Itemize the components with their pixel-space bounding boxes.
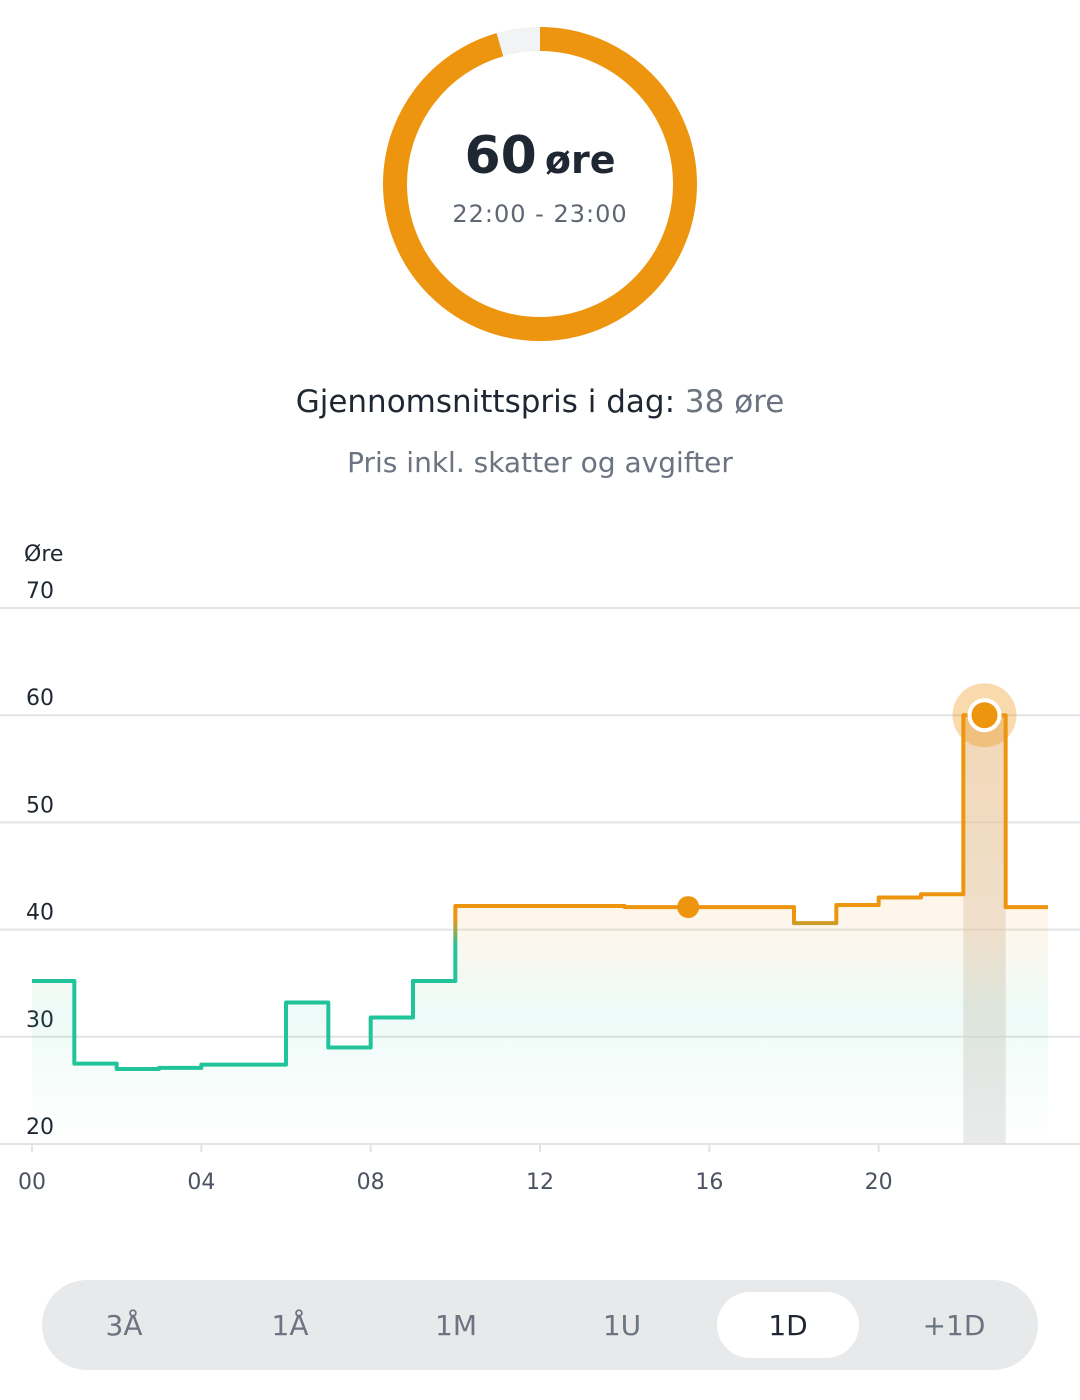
y-tick-label: 40	[26, 901, 54, 926]
range-option-1[interactable]: 1Å	[271, 1308, 309, 1342]
price-gauge: 60 øre 22:00 - 23:00	[380, 24, 700, 344]
selected-point	[967, 698, 1002, 733]
price-subtitle: Pris inkl. skatter og avgifter	[347, 446, 733, 479]
gauge-fill-arc	[383, 27, 697, 341]
x-tick-labels: 00 04 08 12 16 20	[18, 1144, 893, 1195]
range-selector: 3Å 1Å 1M 1U 1D +1D	[42, 1280, 1038, 1370]
current-price-unit: øre	[544, 138, 616, 182]
x-tick-label: 08	[357, 1170, 385, 1195]
x-tick-label: 04	[187, 1170, 215, 1195]
x-tick-label: 12	[526, 1170, 554, 1195]
y-tick-label: 50	[26, 793, 54, 818]
range-option-0[interactable]: 3Å	[105, 1308, 143, 1342]
x-tick-label: 00	[18, 1170, 46, 1195]
chart-markers	[677, 683, 1017, 919]
y-tick-label: 70	[26, 579, 54, 604]
current-price-time-range: 22:00 - 23:00	[452, 200, 628, 228]
x-tick-label: 16	[695, 1170, 723, 1195]
y-axis-label: Øre	[24, 542, 63, 567]
range-option-3[interactable]: 1U	[602, 1308, 642, 1342]
now-marker	[677, 896, 700, 919]
average-price-label: Gjennomsnittspris i dag:	[295, 384, 676, 420]
average-price-line: Gjennomsnittspris i dag: 38 øre	[0, 384, 1080, 420]
gauge-value-row: 60 øre	[465, 126, 616, 186]
y-tick-label: 60	[26, 686, 54, 711]
average-price-value: 38 øre	[684, 384, 785, 420]
range-option-2[interactable]: 1M	[435, 1308, 477, 1342]
x-tick-label: 20	[865, 1170, 893, 1195]
range-option-4[interactable]: 1D	[717, 1292, 859, 1358]
price-step-line	[32, 713, 1048, 1071]
range-option-5[interactable]: +1D	[922, 1308, 986, 1342]
gauge-ring	[383, 27, 697, 341]
current-price-value: 60	[464, 126, 537, 186]
gauge-center: 60 øre 22:00 - 23:00	[380, 24, 700, 344]
